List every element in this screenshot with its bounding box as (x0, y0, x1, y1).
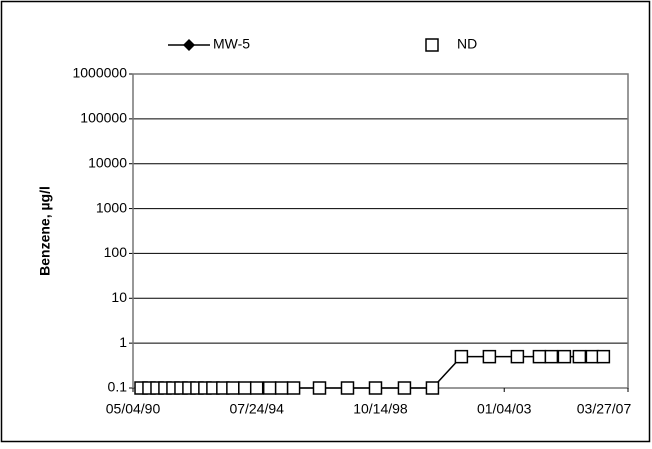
y-tick-label: 100000 (80, 110, 127, 126)
x-tick-label: 05/04/90 (106, 401, 161, 417)
y-tick-label: 1000000 (72, 65, 127, 81)
x-tick-label: 03/27/07 (577, 401, 632, 417)
nd-marker (397, 381, 412, 395)
nd-marker (340, 381, 355, 395)
x-tick-label: 07/24/94 (229, 401, 284, 417)
nd-marker (544, 349, 559, 364)
nd-marker (585, 349, 600, 364)
nd-marker (454, 349, 469, 364)
legend-marker (183, 39, 195, 51)
nd-marker (274, 381, 289, 395)
nd-marker (238, 381, 252, 395)
nd-marker (286, 381, 301, 395)
y-tick-label: 10000 (88, 154, 127, 170)
nd-marker (312, 381, 327, 395)
nd-marker (596, 349, 611, 364)
y-tick-label: 1000 (96, 199, 127, 215)
y-axis-label: Benzene, µg/l (37, 186, 53, 276)
y-tick-label: 100 (104, 244, 128, 260)
nd-marker (226, 381, 240, 395)
y-tick-label: 10 (111, 289, 127, 305)
legend-marker (425, 38, 439, 52)
nd-marker (425, 381, 440, 395)
nd-marker (368, 381, 383, 395)
nd-marker (249, 381, 264, 395)
nd-marker (557, 349, 572, 364)
nd-marker (572, 349, 587, 364)
nd-marker (510, 349, 525, 364)
nd-marker (262, 381, 277, 395)
legend-label: MW-5 (213, 36, 250, 52)
x-tick-label: 01/04/03 (477, 401, 532, 417)
nd-marker (482, 349, 497, 364)
y-tick-label: 0.1 (108, 379, 128, 395)
legend-label: ND (457, 36, 477, 52)
x-tick-label: 10/14/98 (353, 401, 408, 417)
nd-marker (532, 349, 547, 364)
y-tick-label: 1 (119, 334, 127, 350)
